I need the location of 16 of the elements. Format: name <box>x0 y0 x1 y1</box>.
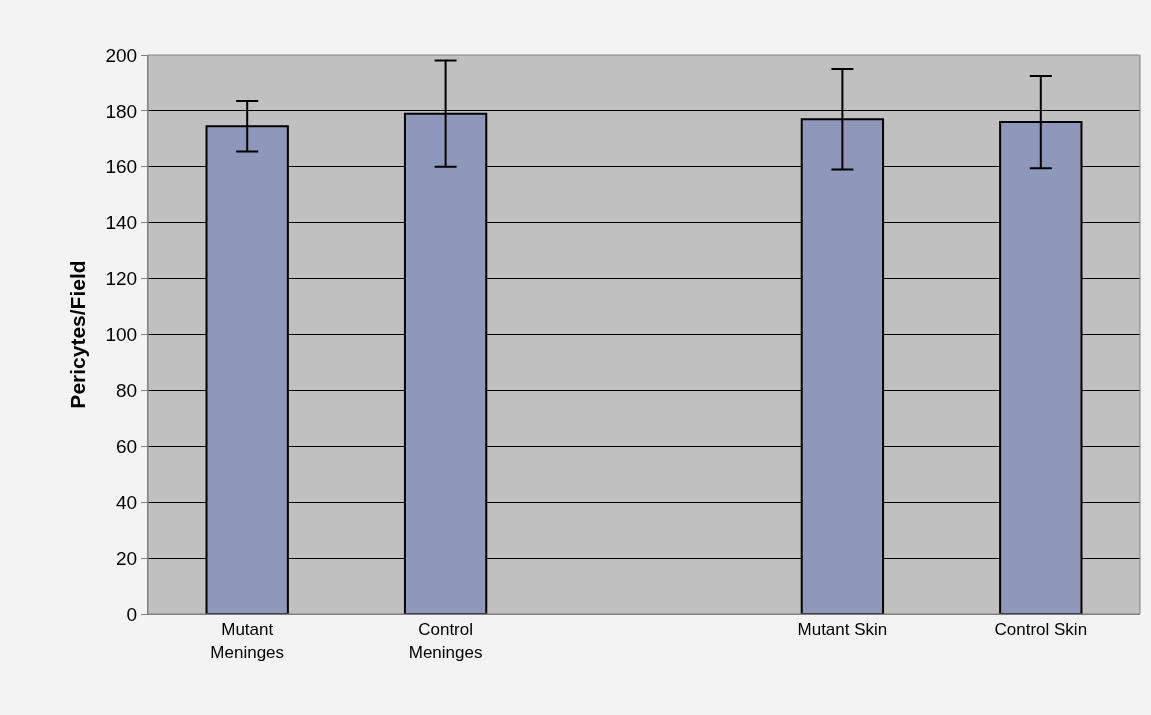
y-tick-label: 20 <box>116 547 138 569</box>
x-tick-label: Mutant Skin <box>797 620 888 640</box>
y-tick-label: 60 <box>116 435 138 457</box>
x-tick-label: Control Meninges <box>408 620 483 662</box>
y-tick-label: 180 <box>105 100 138 122</box>
y-tick-label: 200 <box>105 44 138 66</box>
y-tick-label: 120 <box>105 268 138 290</box>
x-tick-label: Mutant Meninges <box>210 620 285 662</box>
y-tick-label: 160 <box>105 156 138 178</box>
y-tick-label: 100 <box>105 324 138 346</box>
y-tick-label: 140 <box>105 212 138 234</box>
x-tick-label: Control Skin <box>994 620 1088 640</box>
y-tick-label: 0 <box>126 603 138 625</box>
y-tick-label: 40 <box>116 491 138 513</box>
y-axis-title: Pericytes/Field <box>65 260 89 409</box>
y-tick-label: 80 <box>116 380 138 402</box>
